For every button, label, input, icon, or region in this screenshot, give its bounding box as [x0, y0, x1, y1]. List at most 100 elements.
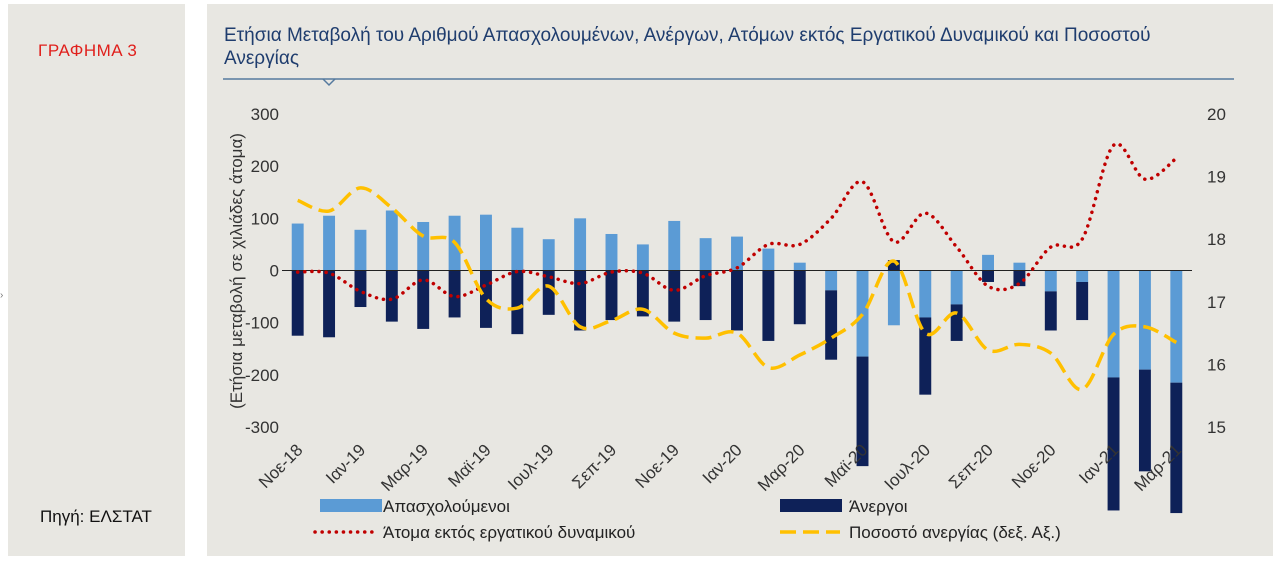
x-tick-label: Ιουλ-19: [504, 440, 557, 493]
unemployed-bar: [1170, 382, 1183, 514]
employed-bar: [1076, 270, 1089, 282]
unemployed-bar: [1013, 270, 1026, 287]
unemployment-rate-line: [297, 186, 1178, 392]
employed-bar: [950, 270, 963, 305]
employed-bar: [699, 238, 712, 271]
unemployed-bar: [856, 356, 869, 467]
y2-tick-label: 19: [1207, 168, 1226, 187]
x-tick-label: Σεπ-20: [945, 440, 997, 492]
unemployed-bar: [605, 270, 618, 321]
y-tick-label: 0: [270, 262, 279, 281]
legend-swatch-unemployed: [780, 499, 842, 512]
unemployed-bar: [636, 270, 649, 317]
employed-bar: [636, 244, 649, 271]
unemployed-bar: [699, 270, 712, 321]
unemployed-bar: [887, 260, 900, 271]
y-tick-label: -100: [245, 314, 279, 333]
x-tick-label: Ιουλ-20: [881, 440, 934, 493]
legend: Απασχολούμενοι Άνεργοι Άτομα εκτός εργατ…: [313, 497, 1061, 542]
x-tick-label: Ιαν-20: [699, 440, 746, 487]
employed-bar: [385, 210, 398, 271]
unemployed-bar: [982, 270, 994, 282]
legend-label-unemployed: Άνεργοι: [849, 497, 908, 516]
legend-label-inactive: Άτομα εκτός εργατικού δυναμικού: [383, 523, 635, 542]
unemployed-bar: [385, 270, 398, 322]
employed-bar: [793, 262, 806, 271]
employed-bar: [982, 254, 994, 271]
employed-bars: [291, 210, 1183, 383]
unemployed-bar: [480, 270, 492, 328]
unemployed-bar: [323, 270, 336, 338]
unemployed-bar: [950, 304, 963, 341]
unemployed-bar: [542, 270, 555, 315]
employed-bar: [417, 221, 430, 271]
employed-bar: [825, 270, 838, 291]
title-rule-notch: [322, 78, 336, 87]
x-tick-label: Νοε-18: [255, 440, 307, 492]
unemployed-bar: [354, 270, 367, 308]
employed-bar: [511, 227, 524, 271]
employed-bar: [354, 229, 367, 271]
y2-tick-label: 15: [1207, 418, 1226, 437]
chart-panel: Ετήσια Μεταβολή του Αριθμού Απασχολουμέν…: [207, 4, 1273, 556]
unemployed-bar: [668, 270, 681, 322]
employed-bar: [668, 220, 681, 271]
y2-tick-label: 16: [1207, 355, 1226, 374]
unemployed-bar: [574, 270, 587, 331]
unemployed-bar: [511, 270, 524, 335]
x-tick-label: Ιαν-19: [322, 440, 369, 487]
inactive-persons-line: [295, 142, 1179, 302]
chart-title: Ετήσια Μεταβολή του Αριθμού Απασχολουμέν…: [224, 25, 1151, 69]
employed-bar: [291, 223, 304, 271]
legend-label-rate: Ποσοστό ανεργίας (δεξ. Αξ.): [849, 523, 1061, 542]
source-note: Πηγή: ΕΛΣΤΑΤ: [40, 507, 152, 526]
employed-bar: [323, 215, 336, 271]
unemployed-bar: [825, 290, 838, 360]
unemployed-bar: [1107, 377, 1120, 511]
employed-bar: [856, 270, 869, 357]
x-tick-label: Μαϊ-19: [444, 440, 494, 490]
unemployed-bar: [417, 270, 430, 329]
y-tick-label: 300: [251, 105, 279, 124]
legend-swatch-employed: [320, 499, 382, 512]
unemployed-bar: [448, 270, 461, 318]
figure-label: ΓΡΑΦΗΜΑ 3: [38, 41, 138, 60]
x-tick-label: Σεπ-19: [568, 440, 620, 492]
unemployed-bar: [291, 270, 304, 336]
left-panel: ΓΡΑΦΗΜΑ 3 Πηγή: ΕΛΣΤΑΤ: [8, 4, 185, 556]
y-tick-label: 100: [251, 209, 279, 228]
y-axis-label: (Ετήσια μεταβολή σε χιλιάδες άτομα): [227, 133, 246, 409]
chart-svg: (Ετήσια μεταβολή σε χιλιάδες άτομα) 300 2…: [223, 78, 1234, 542]
unemployed-bar: [793, 270, 806, 325]
unemployed-bar: [1138, 369, 1151, 472]
employed-bar: [1044, 270, 1057, 292]
x-tick-label: Νοε-19: [632, 440, 684, 492]
x-tick-label: Μαρ-19: [377, 440, 432, 495]
unemployed-bar: [731, 270, 743, 331]
employed-bar: [1138, 270, 1151, 370]
employed-bar: [1107, 270, 1120, 378]
employed-bar: [731, 236, 743, 271]
y2-tick-label: 20: [1207, 105, 1226, 124]
employed-bar: [605, 233, 618, 271]
employed-bar: [762, 248, 775, 271]
y2-axis-ticks: 20 19 18 17 16 15: [1207, 105, 1226, 437]
unemployed-bar: [919, 317, 932, 395]
x-tick-label: Νοε-20: [1008, 440, 1060, 492]
y2-tick-label: 18: [1207, 230, 1226, 249]
y-axis-ticks: 300 200 100 0 -100 -200 -300: [245, 105, 279, 437]
unemployed-bar: [1076, 281, 1089, 321]
employed-bar: [1170, 270, 1183, 383]
y2-tick-label: 17: [1207, 293, 1226, 312]
employed-bar: [1013, 262, 1026, 271]
legend-label-employed: Απασχολούμενοι: [383, 497, 510, 516]
x-tick-label: Μαρ-20: [754, 440, 809, 495]
employed-bar: [480, 214, 492, 271]
y-tick-label: -200: [245, 366, 279, 385]
employed-bar: [887, 270, 900, 326]
y-tick-label: 200: [251, 157, 279, 176]
employed-bar: [542, 239, 555, 271]
x-axis-ticks: Νοε-18 Ιαν-19 Μαρ-19 Μαϊ-19 Ιουλ-19 Σεπ-19 Νοε…: [255, 440, 1185, 495]
unemployed-bar: [1044, 291, 1057, 331]
employed-bar: [919, 270, 932, 318]
